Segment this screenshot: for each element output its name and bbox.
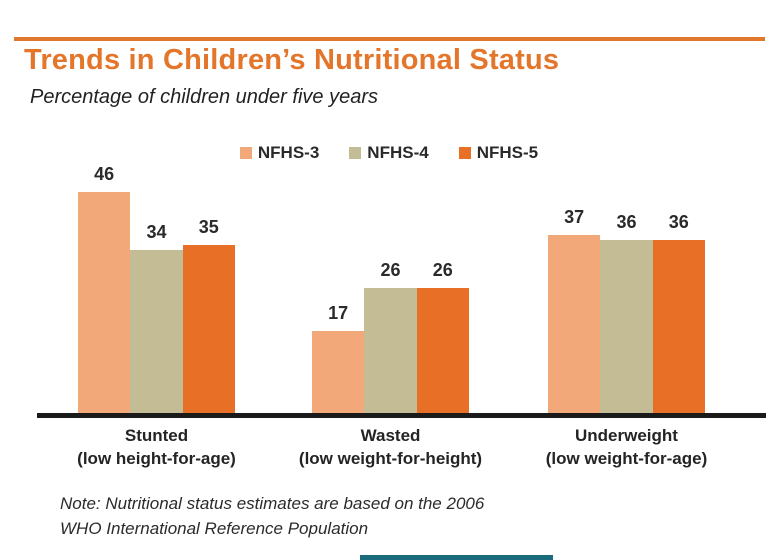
bar-column: 37: [548, 207, 601, 413]
bar-group-underweight: 37 36 36: [548, 207, 705, 413]
footer-accent-bar: [360, 555, 553, 560]
bar-column: 17: [312, 303, 365, 413]
bar-column: 35: [182, 217, 235, 413]
category-label-stunted: Stunted (low height-for-age): [27, 425, 287, 471]
bar-column: 26: [364, 260, 417, 413]
legend-label: NFHS-3: [257, 143, 320, 162]
legend-label: NFHS-4: [367, 143, 429, 162]
category-label-underweight: Underweight (low weight-for-age): [497, 425, 757, 471]
bar-column: 36: [652, 212, 705, 413]
value-label-nfhs-5-wasted: 26: [432, 260, 453, 281]
bar-nfhs-5-wasted: [416, 288, 469, 413]
category-label-wasted: Wasted (low weight-for-height): [261, 425, 521, 471]
value-label-nfhs-5-underweight: 36: [668, 212, 689, 233]
bar-group-stunted: 46 34 35: [78, 164, 235, 413]
bar-nfhs-4-wasted: [364, 288, 417, 413]
footnote-line-2: WHO International Reference Population: [60, 518, 369, 538]
value-label-nfhs-3-underweight: 37: [564, 207, 585, 228]
chart-legend: NFHS-3 NFHS-4 NFHS-5: [0, 143, 778, 163]
category-subname: (low weight-for-age): [545, 448, 708, 468]
legend-label: NFHS-5: [476, 143, 539, 162]
bar-nfhs-4-stunted: [130, 249, 183, 413]
bar-nfhs-3-underweight: [548, 235, 601, 413]
page-subtitle: Percentage of children under five years: [30, 86, 378, 108]
category-subname: (low weight-for-height): [298, 448, 483, 468]
bar-group-wasted: 17 26 26: [312, 260, 469, 413]
bar-nfhs-3-stunted: [78, 192, 131, 413]
category-name: Underweight: [575, 426, 678, 445]
value-label-nfhs-3-stunted: 46: [94, 164, 115, 185]
page-title: Trends in Children’s Nutritional Status: [24, 44, 560, 76]
legend-item-nfhs-5: NFHS-5: [458, 143, 539, 163]
footnote: Note: Nutritional status estimates are b…: [60, 492, 484, 541]
legend-item-nfhs-4: NFHS-4: [349, 143, 429, 163]
footnote-line-1: Note: Nutritional status estimates are b…: [60, 494, 485, 513]
value-label-nfhs-4-stunted: 34: [146, 221, 167, 242]
bar-nfhs-3-wasted: [312, 331, 365, 413]
top-divider-rule: [14, 37, 765, 41]
value-label-nfhs-4-underweight: 36: [616, 212, 637, 233]
legend-swatch-nfhs-5: [458, 147, 471, 159]
value-label-nfhs-5-stunted: 35: [198, 217, 219, 237]
bar-nfhs-4-underweight: [600, 240, 653, 413]
bar-column: 46: [78, 164, 131, 413]
bar-column: 36: [600, 212, 653, 413]
bar-column: 26: [416, 260, 469, 413]
legend-swatch-nfhs-4: [349, 147, 362, 159]
value-label-nfhs-4-wasted: 26: [380, 260, 401, 281]
plot-area: 46 34 35 17 26 26 37 36 36: [37, 164, 766, 413]
legend-swatch-nfhs-3: [239, 147, 252, 159]
bar-nfhs-5-stunted: [182, 245, 235, 413]
legend-item-nfhs-3: NFHS-3: [239, 143, 320, 163]
category-subname: (low height-for-age): [77, 448, 236, 468]
value-label-nfhs-3-wasted: 17: [328, 303, 349, 324]
bar-nfhs-5-underweight: [652, 240, 705, 413]
x-axis-line: [37, 413, 766, 418]
category-name: Wasted: [360, 426, 421, 445]
category-name: Stunted: [124, 426, 189, 445]
bar-column: 34: [130, 221, 183, 413]
